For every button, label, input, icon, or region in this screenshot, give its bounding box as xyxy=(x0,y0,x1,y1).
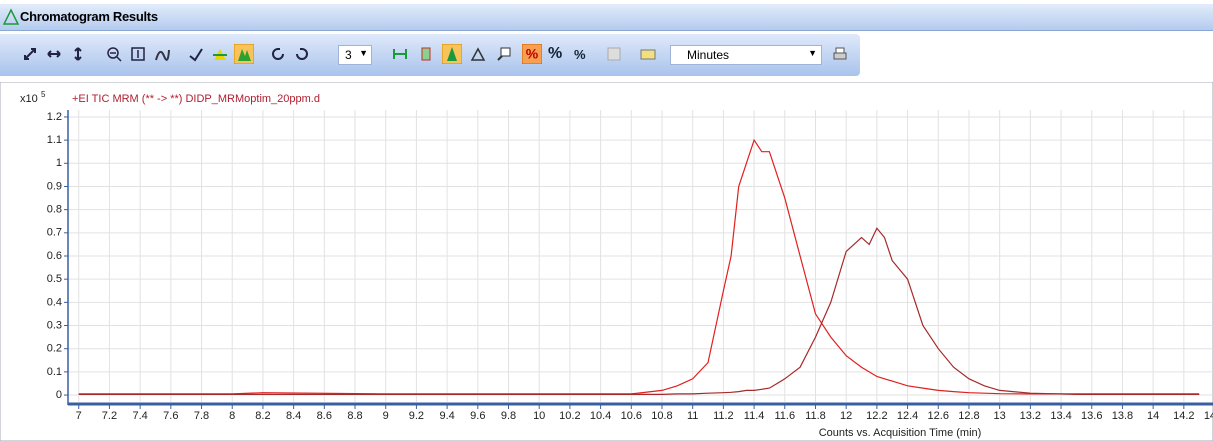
x-tick-label: 7.8 xyxy=(194,410,209,422)
x-tick-label: 7.2 xyxy=(102,410,117,422)
x-tick-label: 7.4 xyxy=(132,410,147,422)
y-tick-label: 0.8 xyxy=(47,204,62,216)
x-tick-label: 9.2 xyxy=(409,410,424,422)
x-axis-label: Counts vs. Acquisition Time (min) xyxy=(819,427,982,439)
x-tick-label: 12.4 xyxy=(897,410,918,422)
bar-button[interactable] xyxy=(418,46,434,62)
peak-label-button[interactable] xyxy=(212,46,228,62)
x-tick-label: 12 xyxy=(840,410,852,422)
autoscale-button[interactable] xyxy=(22,46,38,62)
x-tick-label: 9.6 xyxy=(470,410,485,422)
title-bar: Chromatogram Results xyxy=(0,4,1213,31)
x-tick-label: 9.8 xyxy=(501,410,516,422)
x-tick-label: 7 xyxy=(76,410,82,422)
x-tick-label: 9 xyxy=(383,410,389,422)
x-tick-label: 10 xyxy=(533,410,545,422)
x-tick-label: 12.8 xyxy=(958,410,979,422)
y-tick-label: 0 xyxy=(56,389,62,401)
count-value: 3 xyxy=(345,48,352,62)
fit-button[interactable] xyxy=(130,46,146,62)
peak-mark-button[interactable] xyxy=(470,46,486,62)
toolbar: 3 ▼ % % % Minutes ▼ xyxy=(0,34,860,76)
x-tick-label: 11 xyxy=(687,410,698,422)
undo-button[interactable] xyxy=(270,46,286,62)
y-multiplier-exponent: 5 xyxy=(41,90,46,99)
window-title: Chromatogram Results xyxy=(20,9,158,24)
y-multiplier: x10 xyxy=(20,93,38,105)
peak-button[interactable] xyxy=(442,44,462,64)
x-tick-label: 7.6 xyxy=(163,410,178,422)
y-tick-label: 1.1 xyxy=(47,134,62,146)
y-tick-label: 0.9 xyxy=(47,180,62,192)
x-tick-label: 11.2 xyxy=(713,410,734,422)
x-tick-label: 8.2 xyxy=(255,410,270,422)
x-scale-button[interactable] xyxy=(46,46,62,62)
x-tick-label: 9.4 xyxy=(439,410,454,422)
y-scale-button[interactable] xyxy=(70,46,86,62)
y-tick-label: 0.2 xyxy=(47,343,62,355)
x-tick-label: 14.2 xyxy=(1173,410,1194,422)
integrate-button[interactable] xyxy=(154,46,170,62)
annotation: +EI TIC MRM (** -> **) DIDP_MRMoptim_20p… xyxy=(72,93,320,105)
series-line xyxy=(78,227,1200,395)
x-tick-label: 10.8 xyxy=(651,410,672,422)
peak-fill-button[interactable] xyxy=(234,44,254,64)
svg-text:%: % xyxy=(526,46,539,62)
x-tick-label: 10.2 xyxy=(559,410,580,422)
y-tick-label: 0.1 xyxy=(47,366,62,378)
x-tick-label: 14.4 xyxy=(1204,410,1213,422)
annotate-button[interactable] xyxy=(496,46,512,62)
x-tick-label: 8.6 xyxy=(317,410,332,422)
x-tick-label: 10.6 xyxy=(621,410,642,422)
x-tick-label: 13.2 xyxy=(1020,410,1041,422)
count-select[interactable]: 3 ▼ xyxy=(338,45,372,65)
x-tick-label: 11.8 xyxy=(805,410,826,422)
x-tick-label: 11.4 xyxy=(744,410,765,422)
manual-button[interactable] xyxy=(188,46,204,62)
disabled-button[interactable] xyxy=(606,46,622,62)
x-tick-label: 13.6 xyxy=(1081,410,1102,422)
title-icon xyxy=(3,8,19,25)
no-percent-button[interactable]: % xyxy=(522,44,542,64)
series-line xyxy=(78,138,1200,395)
y-tick-label: 1.2 xyxy=(47,111,62,123)
y-tick-label: 0.5 xyxy=(47,273,62,285)
x-tick-label: 8 xyxy=(229,410,235,422)
y-tick-label: 0.6 xyxy=(47,250,62,262)
x-tick-label: 13.8 xyxy=(1112,410,1133,422)
y-tick-label: 0.4 xyxy=(47,296,62,308)
x-tick-label: 8.4 xyxy=(286,410,301,422)
chart-frame xyxy=(0,82,1213,441)
x-tick-label: 11.6 xyxy=(774,410,795,422)
time-unit-value: Minutes xyxy=(687,48,730,62)
time-unit-select[interactable]: Minutes ▼ xyxy=(670,45,822,65)
x-tick-label: 13.4 xyxy=(1050,410,1071,422)
x-tick-label: 10.4 xyxy=(590,410,611,422)
chart: x10 5 +EI TIC MRM (** -> **) DIDP_MRMopt… xyxy=(0,82,1213,441)
zoom-button[interactable] xyxy=(106,46,122,62)
x-tick-label: 8.8 xyxy=(347,410,362,422)
overlay-button[interactable] xyxy=(640,46,656,62)
y-tick-label: 0.3 xyxy=(47,319,62,331)
y-tick-label: 1 xyxy=(56,157,62,169)
percent-alt-button[interactable]: % xyxy=(574,47,586,62)
x-tick-label: 12.6 xyxy=(928,410,949,422)
print-button[interactable] xyxy=(832,46,848,62)
y-tick-label: 0.7 xyxy=(47,227,62,239)
x-tick-label: 12.2 xyxy=(866,410,887,422)
range-button[interactable] xyxy=(392,46,408,62)
x-tick-label: 14 xyxy=(1147,410,1159,422)
percent-button[interactable]: % xyxy=(548,45,563,62)
redo-button[interactable] xyxy=(294,46,310,62)
x-tick-label: 13 xyxy=(994,410,1006,422)
